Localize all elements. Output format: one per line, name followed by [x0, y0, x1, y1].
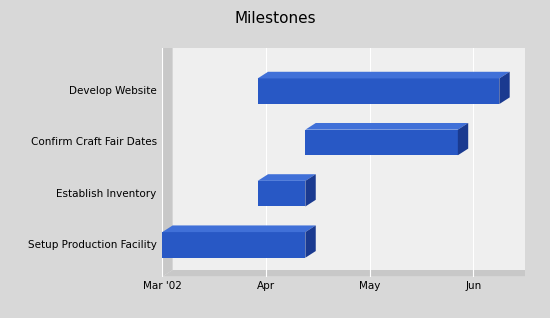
Text: Establish Inventory: Establish Inventory: [57, 189, 157, 199]
Polygon shape: [305, 225, 316, 258]
Polygon shape: [305, 130, 458, 155]
Polygon shape: [257, 181, 305, 206]
Polygon shape: [257, 72, 510, 79]
Polygon shape: [257, 79, 499, 104]
Polygon shape: [162, 270, 536, 277]
Polygon shape: [162, 232, 305, 258]
Text: Develop Website: Develop Website: [69, 86, 157, 96]
Polygon shape: [162, 225, 316, 232]
Polygon shape: [257, 174, 316, 181]
Polygon shape: [305, 123, 468, 130]
Text: Confirm Craft Fair Dates: Confirm Craft Fair Dates: [31, 137, 157, 148]
Text: Setup Production Facility: Setup Production Facility: [28, 240, 157, 250]
Text: Milestones: Milestones: [234, 11, 316, 26]
Polygon shape: [458, 123, 468, 155]
Polygon shape: [162, 41, 173, 277]
Polygon shape: [305, 174, 316, 206]
Polygon shape: [499, 72, 510, 104]
